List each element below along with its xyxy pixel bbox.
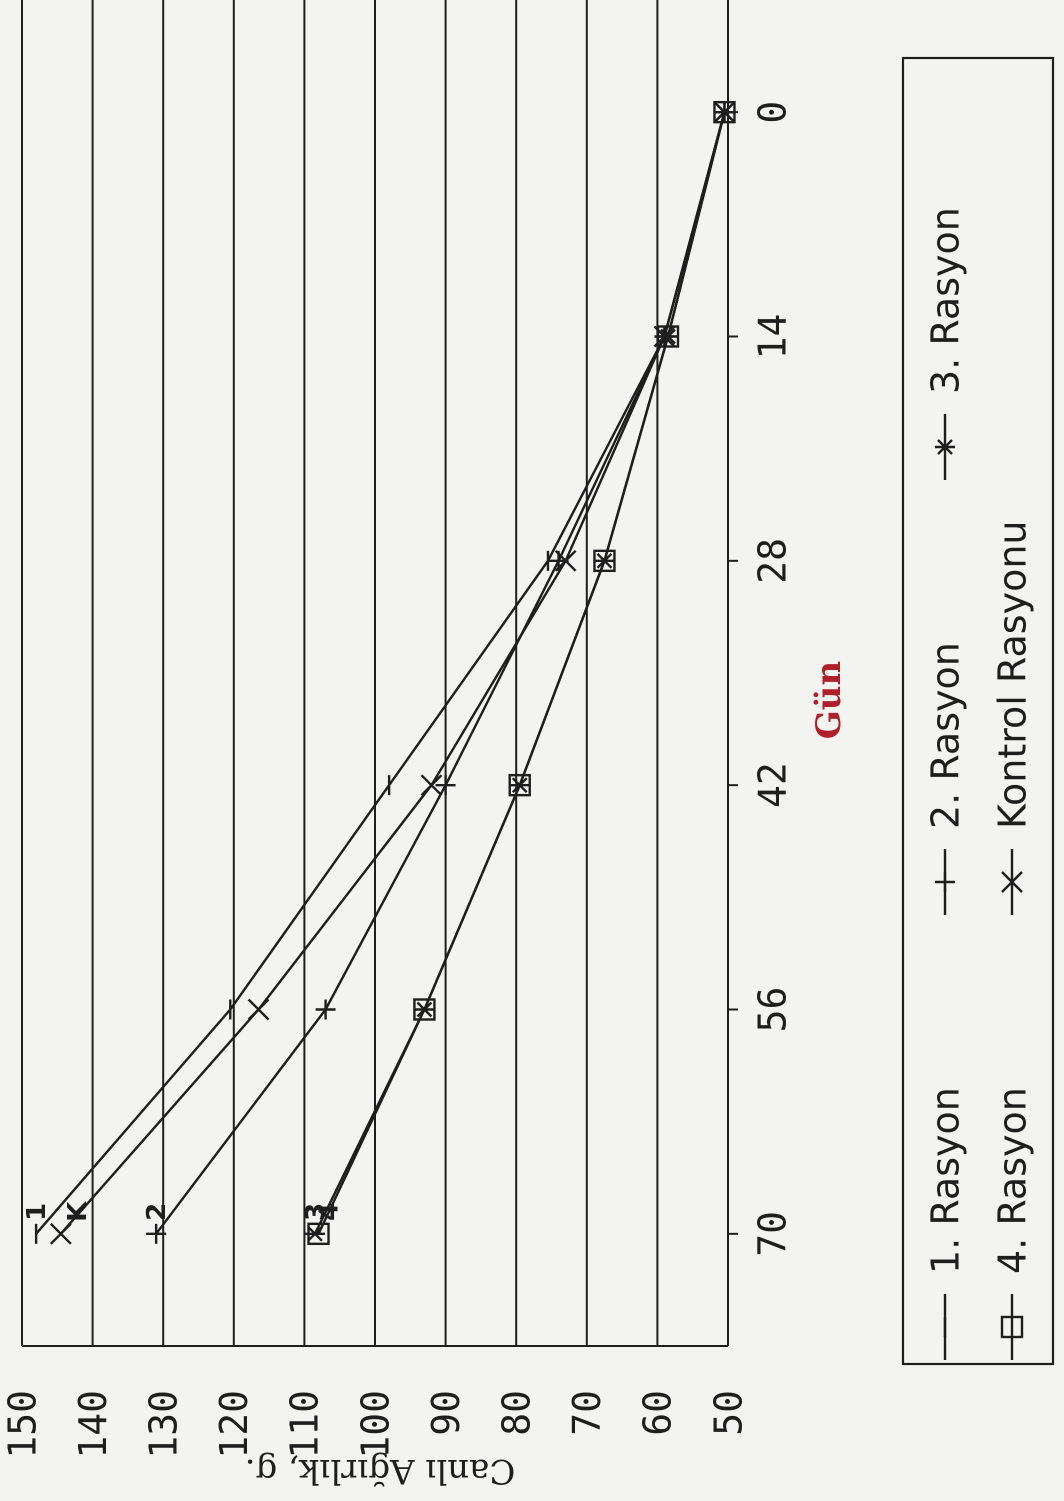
data-point [508, 773, 531, 797]
series-layer [35, 111, 726, 1235]
data-point-stroke [247, 998, 270, 1021]
data-point-stroke [49, 1222, 72, 1245]
series-line [35, 111, 726, 1235]
x-tick-label: 14 [750, 314, 794, 360]
data-point-stroke [653, 325, 676, 348]
series-end-label: 4 [315, 1203, 345, 1221]
x-tick-label: 42 [750, 762, 794, 808]
legend-layer: 1. Rasyon 2. Rasyon 3. Rasyon 4. Rasyon Kont… [923, 207, 1034, 1360]
legend-marker [1000, 1315, 1024, 1339]
data-point-square [307, 1222, 330, 1246]
y-tick-label: 110 [283, 1390, 327, 1459]
y-tick-label: 50 [706, 1390, 750, 1436]
y-tick-label: 140 [71, 1390, 115, 1459]
data-point [713, 101, 736, 124]
legend-marker [935, 439, 955, 455]
series-end-label: 1 [22, 1203, 52, 1221]
label-layer: 506070809010011012013014015001428425670G… [0, 101, 849, 1491]
y-tick-label: 70 [565, 1390, 609, 1436]
data-point [713, 100, 736, 124]
x-tick-label: 56 [750, 987, 794, 1033]
legend-marker [935, 872, 955, 892]
data-point-stroke [420, 774, 443, 797]
y-tick-label: 150 [0, 1390, 44, 1459]
series-end-label: 2 [142, 1203, 172, 1221]
y-axis-title: Canlı Ağırlık, g. [245, 1451, 516, 1491]
data-point [653, 325, 676, 348]
legend-label: Kontrol Rasyonu [990, 521, 1034, 830]
legend-label: 4. Rasyon [990, 1087, 1034, 1274]
legend-label: 2. Rasyon [923, 642, 967, 829]
marker-layer [34, 100, 736, 1246]
data-point [657, 328, 678, 345]
data-point [413, 998, 436, 1021]
data-point [593, 549, 616, 573]
y-tick-label: 120 [212, 1390, 256, 1459]
data-point-square [656, 325, 680, 348]
data-point-square [713, 100, 736, 124]
x-tick-label: 70 [750, 1211, 794, 1257]
legend-marker-stroke [937, 439, 953, 455]
series-line [59, 111, 726, 1235]
data-point-square [593, 549, 616, 573]
y-tick-label: 100 [353, 1390, 397, 1459]
x-tick-label: 28 [750, 538, 794, 584]
x-axis-title: Gün [809, 661, 849, 739]
data-point [554, 549, 577, 572]
data-point [420, 774, 443, 797]
data-point-stroke [307, 1225, 323, 1242]
data-point-stroke [511, 777, 528, 794]
series-end-label: K [63, 1201, 93, 1222]
legend-label: 1. Rasyon [923, 1087, 967, 1274]
data-point-stroke [416, 1001, 433, 1018]
data-point [315, 999, 336, 1020]
data-point [146, 1223, 167, 1244]
y-tick-label: 90 [424, 1390, 468, 1436]
data-point-stroke [554, 549, 577, 572]
grid-layer [21, 0, 738, 1347]
data-point-stroke [596, 552, 613, 569]
data-point [49, 1222, 72, 1245]
data-point [247, 998, 270, 1021]
y-tick-label: 60 [636, 1390, 680, 1436]
series-line [313, 111, 726, 1235]
data-point [307, 1222, 330, 1246]
series-end-label: 3 [301, 1203, 331, 1221]
x-tick-label: 0 [750, 101, 794, 124]
data-point [656, 325, 680, 348]
legend-marker-stroke [1001, 871, 1023, 893]
series-line [317, 111, 726, 1235]
y-tick-label: 80 [495, 1390, 539, 1436]
data-point [435, 775, 456, 796]
data-point-stroke [713, 101, 736, 124]
data-point [509, 777, 530, 794]
legend-marker [1001, 871, 1023, 893]
data-point [414, 1001, 435, 1018]
data-point-square [413, 998, 436, 1021]
y-tick-label: 130 [142, 1390, 186, 1459]
series-line [155, 111, 726, 1235]
legend-box [901, 56, 1055, 1366]
legend-label: 3. Rasyon [923, 207, 967, 394]
data-point-square [508, 773, 531, 797]
legend-marker-square [1000, 1315, 1024, 1339]
data-point-stroke [660, 328, 676, 345]
data-point [594, 552, 615, 569]
